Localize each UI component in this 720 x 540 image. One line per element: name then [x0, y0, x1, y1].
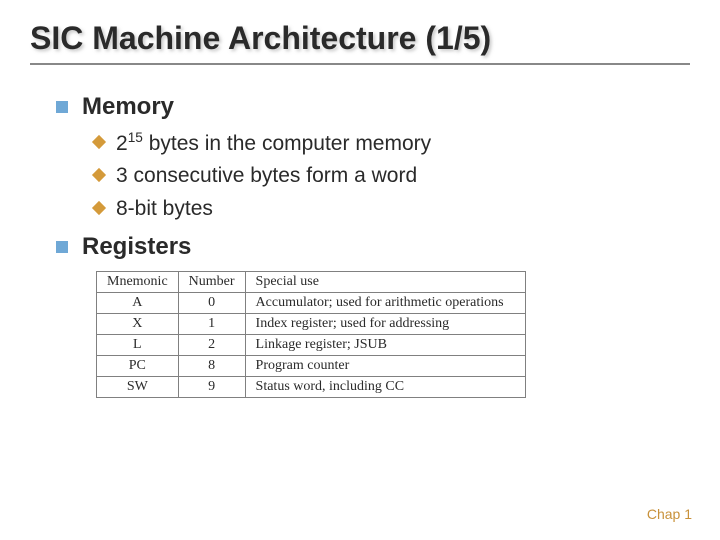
table-cell: X	[97, 314, 179, 335]
square-bullet-icon	[56, 101, 68, 113]
table-cell: 9	[178, 377, 245, 398]
table-cell: Status word, including CC	[245, 377, 525, 398]
table-row: SW 9 Status word, including CC	[97, 377, 526, 398]
table-row: X 1 Index register; used for addressing	[97, 314, 526, 335]
section-registers: Registers	[56, 233, 690, 261]
slide-title: SIC Machine Architecture (1/5)	[30, 20, 690, 65]
footer-chapter: Chap 1	[647, 506, 692, 522]
table-cell: A	[97, 293, 179, 314]
table-cell: L	[97, 335, 179, 356]
table-row: PC 8 Program counter	[97, 356, 526, 377]
table-cell: Linkage register; JSUB	[245, 335, 525, 356]
table-cell: Index register; used for addressing	[245, 314, 525, 335]
registers-table: Mnemonic Number Special use A 0 Accumula…	[96, 271, 526, 398]
sub-text: 8-bit bytes	[116, 195, 213, 223]
col-header: Special use	[245, 272, 525, 293]
table-cell: 0	[178, 293, 245, 314]
table-header-row: Mnemonic Number Special use	[97, 272, 526, 293]
section-head: Memory	[56, 93, 690, 121]
col-header: Mnemonic	[97, 272, 179, 293]
table-cell: 2	[178, 335, 245, 356]
table-cell: Accumulator; used for arithmetic operati…	[245, 293, 525, 314]
section-label: Memory	[82, 93, 174, 121]
registers-table-wrap: Mnemonic Number Special use A 0 Accumula…	[96, 271, 690, 398]
diamond-bullet-icon	[92, 135, 106, 149]
list-item: 3 consecutive bytes form a word	[94, 162, 690, 190]
table-cell: 8	[178, 356, 245, 377]
sub-list: 215 bytes in the computer memory 3 conse…	[94, 129, 690, 223]
sub-text: 3 consecutive bytes form a word	[116, 162, 417, 190]
square-bullet-icon	[56, 241, 68, 253]
section-label: Registers	[82, 233, 191, 261]
slide: SIC Machine Architecture (1/5) Memory 21…	[0, 0, 720, 398]
table-cell: SW	[97, 377, 179, 398]
table-cell: PC	[97, 356, 179, 377]
sub-text: 215 bytes in the computer memory	[116, 129, 431, 158]
diamond-bullet-icon	[92, 168, 106, 182]
table-row: L 2 Linkage register; JSUB	[97, 335, 526, 356]
diamond-bullet-icon	[92, 201, 106, 215]
col-header: Number	[178, 272, 245, 293]
list-item: 215 bytes in the computer memory	[94, 129, 690, 158]
table-cell: Program counter	[245, 356, 525, 377]
section-head: Registers	[56, 233, 690, 261]
section-memory: Memory 215 bytes in the computer memory …	[56, 93, 690, 223]
list-item: 8-bit bytes	[94, 195, 690, 223]
table-cell: 1	[178, 314, 245, 335]
table-row: A 0 Accumulator; used for arithmetic ope…	[97, 293, 526, 314]
